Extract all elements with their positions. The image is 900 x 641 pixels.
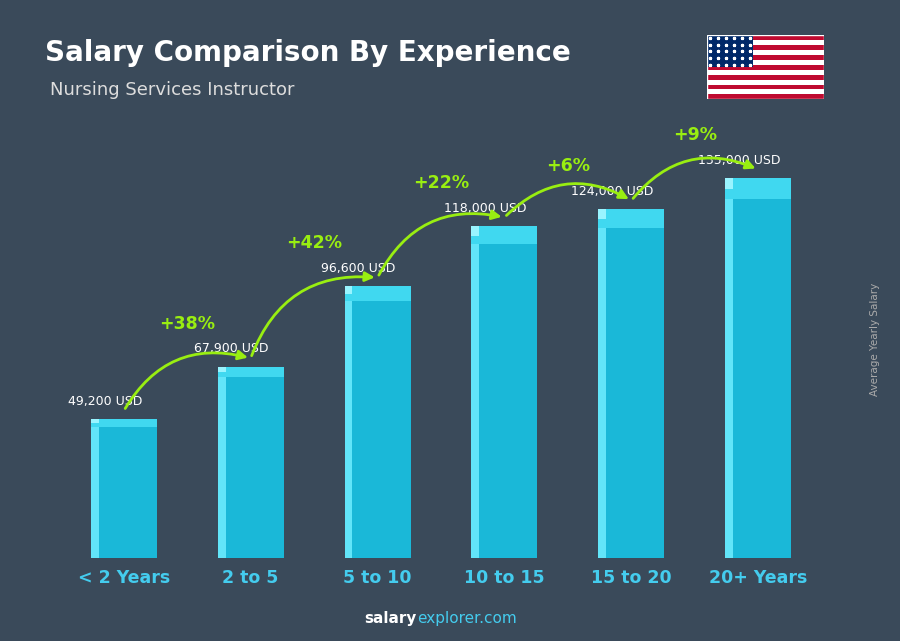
Text: 67,900 USD: 67,900 USD — [194, 342, 269, 356]
FancyBboxPatch shape — [472, 226, 480, 236]
Text: +42%: +42% — [286, 234, 342, 253]
FancyBboxPatch shape — [472, 226, 537, 558]
FancyBboxPatch shape — [706, 45, 824, 50]
Text: 49,200 USD: 49,200 USD — [68, 395, 142, 408]
Text: +38%: +38% — [159, 315, 215, 333]
Text: +6%: +6% — [546, 157, 590, 175]
FancyBboxPatch shape — [91, 419, 99, 424]
FancyBboxPatch shape — [472, 226, 480, 558]
FancyBboxPatch shape — [598, 209, 664, 228]
Text: explorer.com: explorer.com — [417, 611, 517, 626]
FancyBboxPatch shape — [706, 90, 824, 94]
FancyBboxPatch shape — [725, 178, 791, 199]
Text: Salary Comparison By Experience: Salary Comparison By Experience — [45, 39, 571, 67]
FancyBboxPatch shape — [598, 209, 664, 558]
Text: +22%: +22% — [413, 174, 469, 192]
FancyBboxPatch shape — [345, 286, 353, 294]
Text: 135,000 USD: 135,000 USD — [698, 154, 780, 167]
FancyBboxPatch shape — [598, 209, 607, 558]
FancyBboxPatch shape — [91, 419, 157, 558]
FancyBboxPatch shape — [725, 178, 734, 190]
FancyBboxPatch shape — [706, 79, 824, 85]
Text: salary: salary — [364, 611, 417, 626]
FancyBboxPatch shape — [706, 75, 824, 79]
Text: 96,600 USD: 96,600 USD — [321, 262, 396, 275]
FancyBboxPatch shape — [706, 70, 824, 75]
FancyBboxPatch shape — [725, 178, 734, 558]
FancyBboxPatch shape — [706, 85, 824, 90]
FancyBboxPatch shape — [706, 65, 824, 70]
FancyBboxPatch shape — [725, 178, 791, 558]
FancyBboxPatch shape — [472, 226, 537, 244]
FancyBboxPatch shape — [91, 419, 99, 558]
FancyBboxPatch shape — [345, 286, 410, 301]
FancyBboxPatch shape — [706, 94, 824, 99]
FancyBboxPatch shape — [706, 35, 824, 40]
FancyBboxPatch shape — [706, 60, 824, 65]
FancyBboxPatch shape — [706, 55, 824, 60]
FancyBboxPatch shape — [345, 286, 410, 558]
FancyBboxPatch shape — [91, 419, 157, 427]
FancyBboxPatch shape — [706, 50, 824, 55]
FancyBboxPatch shape — [218, 367, 226, 558]
FancyBboxPatch shape — [345, 286, 353, 558]
FancyBboxPatch shape — [218, 367, 284, 377]
Text: 124,000 USD: 124,000 USD — [572, 185, 653, 197]
FancyBboxPatch shape — [706, 40, 824, 45]
Text: 118,000 USD: 118,000 USD — [445, 201, 526, 215]
FancyBboxPatch shape — [218, 367, 226, 372]
FancyBboxPatch shape — [706, 35, 753, 67]
Text: +9%: +9% — [673, 126, 716, 144]
Text: Average Yearly Salary: Average Yearly Salary — [869, 283, 880, 396]
FancyBboxPatch shape — [218, 367, 284, 558]
Text: Nursing Services Instructor: Nursing Services Instructor — [50, 81, 294, 99]
FancyBboxPatch shape — [598, 209, 607, 219]
